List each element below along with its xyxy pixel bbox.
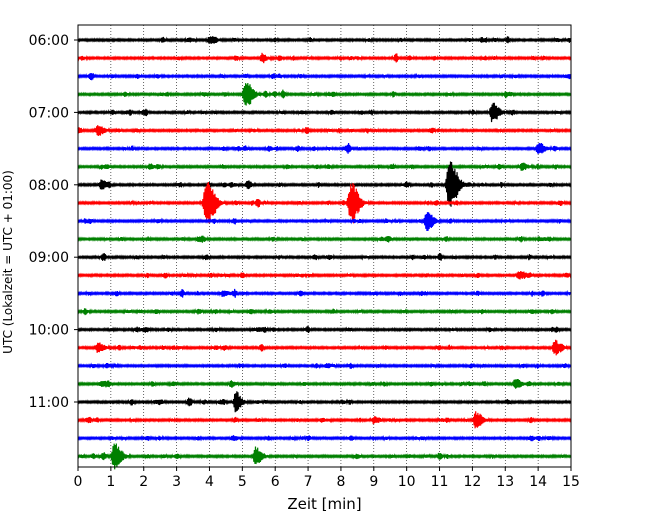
trace-row-0730 <box>77 142 572 154</box>
trace-row-1145 <box>77 443 572 470</box>
x-tick-label: 0 <box>74 474 83 490</box>
y-axis-label: UTC (Lokalzeit = UTC + 01:00) <box>1 170 15 354</box>
y-tick-label: 10:00 <box>29 323 69 339</box>
trace-row-0945 <box>77 308 572 316</box>
plot-frame <box>77 24 572 468</box>
y-axis-ticks: 06:00 07:00 08:00 09:00 10:00 11:00 <box>29 33 78 411</box>
x-tick-label: 14 <box>529 474 547 490</box>
trace-row-0800 <box>77 161 572 207</box>
y-tick-label: 09:00 <box>29 250 69 266</box>
x-tick-label: 7 <box>304 474 313 490</box>
x-tick-label: 1 <box>106 474 115 490</box>
trace-row-0900 <box>77 253 572 261</box>
trace-row-0615 <box>77 52 572 64</box>
trace-row-0930 <box>77 288 572 298</box>
x-tick-label: 5 <box>238 474 247 490</box>
x-axis-ticks: 0 1 2 3 4 5 6 7 8 9 10 11 12 13 14 15 <box>74 467 580 490</box>
x-tick-label: 13 <box>496 474 514 490</box>
trace-row-1115 <box>77 411 572 429</box>
y-tick-label: 06:00 <box>29 33 69 49</box>
trace-layer <box>77 36 572 470</box>
x-tick-label: 11 <box>431 474 449 490</box>
trace-row-1130 <box>77 434 572 442</box>
trace-row-0845 <box>77 235 572 243</box>
trace-row-0915 <box>77 271 572 280</box>
x-axis-label: Zeit [min] <box>287 495 361 513</box>
trace-row-0830 <box>77 212 572 231</box>
trace-row-1045 <box>77 379 572 389</box>
y-tick-label: 08:00 <box>29 178 69 194</box>
trace-row-1030 <box>77 362 572 370</box>
trace-row-1000 <box>77 325 572 334</box>
x-tick-label: 12 <box>463 474 481 490</box>
x-tick-label: 4 <box>205 474 214 490</box>
y-tick-label: 11:00 <box>29 395 69 411</box>
trace-row-0745 <box>77 162 572 171</box>
trace-row-0815 <box>77 182 572 224</box>
trace-row-0715 <box>77 125 572 137</box>
trace-row-0700 <box>77 102 572 123</box>
x-tick-label: 6 <box>271 474 280 490</box>
x-tick-label: 10 <box>398 474 416 490</box>
x-tick-label: 9 <box>369 474 378 490</box>
trace-row-0645 <box>77 82 572 106</box>
trace-row-1100 <box>77 391 572 413</box>
x-tick-label: 3 <box>172 474 181 490</box>
x-tick-label: 8 <box>336 474 345 490</box>
trace-row-0630 <box>77 72 572 81</box>
trace-row-0600 <box>77 36 572 44</box>
x-tick-label: 15 <box>562 474 580 490</box>
x-tick-label: 2 <box>139 474 148 490</box>
trace-row-1015 <box>77 339 572 356</box>
y-tick-label: 07:00 <box>29 105 69 121</box>
